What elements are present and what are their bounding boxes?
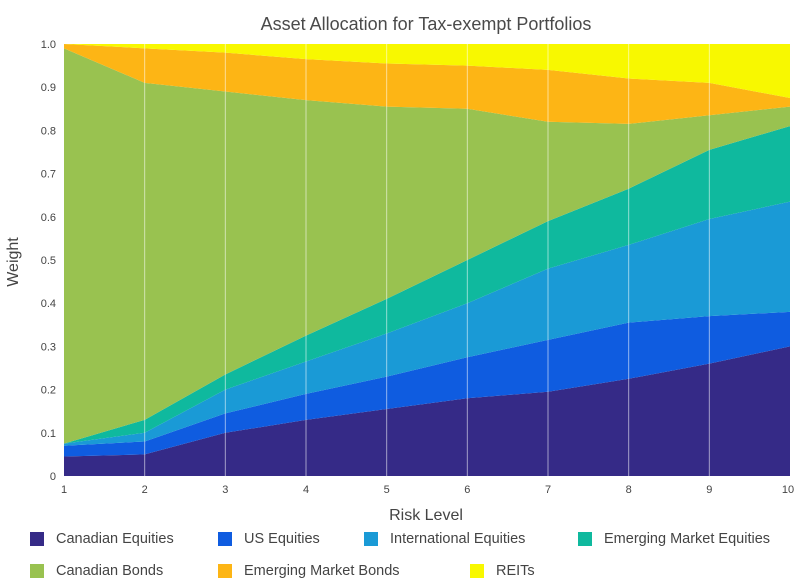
area-canadian-bonds [64, 48, 790, 444]
area-emerging-market-bonds [64, 44, 790, 124]
legend-swatch [218, 532, 232, 546]
legend-swatch [364, 532, 378, 546]
y-axis-title: Weight [5, 237, 22, 287]
area-us-equities [64, 311, 790, 457]
y-tick-label: 1.0 [41, 39, 56, 51]
y-tick-label: 0.1 [41, 428, 56, 440]
x-axis-title: Risk Level [389, 507, 463, 524]
y-tick-label: 0.9 [41, 82, 56, 94]
legend-label: Emerging Market Bonds [244, 563, 400, 579]
y-tick-label: 0.2 [41, 385, 56, 397]
legend-label: International Equities [390, 531, 526, 547]
x-tick-label: 9 [706, 484, 712, 496]
legend-swatch [470, 564, 484, 578]
legend-item-canadian-bonds: Canadian Bonds [30, 563, 163, 579]
x-tick-label: 6 [464, 484, 470, 496]
y-tick-label: 0.7 [41, 169, 56, 181]
y-tick-label: 0.3 [41, 341, 56, 353]
legend-label: Canadian Equities [56, 531, 174, 547]
legend-label: US Equities [244, 531, 320, 547]
stacked-area-chart: Asset Allocation for Tax-exempt Portfoli… [5, 14, 794, 524]
plot-areas [64, 44, 790, 476]
legend-swatch [578, 532, 592, 546]
x-tick-label: 3 [222, 484, 228, 496]
x-tick-label: 4 [303, 484, 309, 496]
y-tick-label: 0 [50, 471, 56, 483]
legend: Canadian Equities US Equities Internationa… [0, 525, 796, 581]
legend-item-us-equities: US Equities [218, 531, 320, 547]
legend-swatch [218, 564, 232, 578]
y-tick-label: 0.5 [41, 255, 56, 267]
legend-item-emerging-market-bonds: Emerging Market Bonds [218, 563, 400, 579]
legend-swatch [30, 532, 44, 546]
grid-lines [144, 44, 710, 476]
area-canadian-equities [64, 346, 790, 476]
area-emerging-market-equities [64, 126, 790, 444]
y-axis-ticks: 0 0.1 0.2 0.3 0.4 0.5 0.6 0.7 0.8 0.9 1.0 [41, 39, 56, 483]
chart-title: Asset Allocation for Tax-exempt Portfoli… [261, 14, 592, 34]
x-tick-label: 7 [545, 484, 551, 496]
x-tick-label: 10 [782, 484, 794, 496]
area-reits [64, 44, 790, 98]
x-tick-label: 1 [61, 484, 67, 496]
legend-item-emerging-market-equities: Emerging Market Equities [578, 531, 770, 547]
legend-label: Canadian Bonds [56, 563, 164, 579]
legend-swatch [30, 564, 44, 578]
x-tick-label: 2 [142, 484, 148, 496]
legend-label: Emerging Market Equities [604, 531, 771, 547]
legend-item-reits: REITs [470, 563, 535, 579]
y-tick-label: 0.4 [41, 298, 56, 310]
y-tick-label: 0.6 [41, 212, 56, 224]
legend-item-canadian-equities: Canadian Equities [30, 531, 174, 547]
legend-item-international-equities: International Equities [364, 531, 525, 547]
area-international-equities [64, 201, 790, 446]
y-tick-label: 0.8 [41, 125, 56, 137]
x-tick-label: 8 [626, 484, 632, 496]
legend-label: REITs [496, 563, 535, 579]
x-axis-ticks: 1 2 3 4 5 6 7 8 9 10 [61, 484, 794, 496]
x-tick-label: 5 [384, 484, 390, 496]
